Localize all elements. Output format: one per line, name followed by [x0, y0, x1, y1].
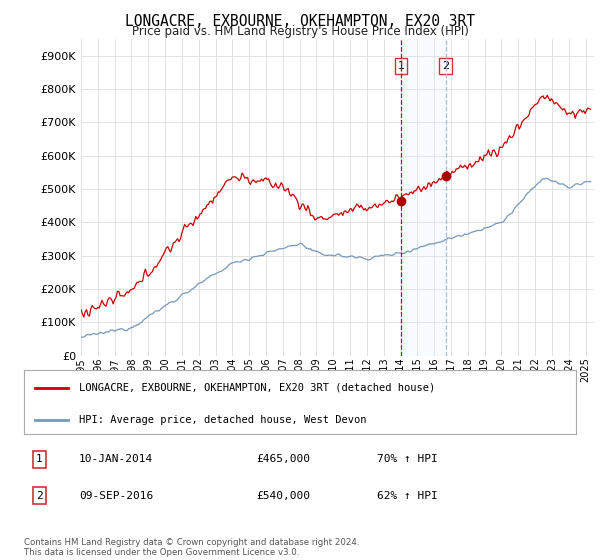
Text: Price paid vs. HM Land Registry's House Price Index (HPI): Price paid vs. HM Land Registry's House … — [131, 25, 469, 38]
Text: HPI: Average price, detached house, West Devon: HPI: Average price, detached house, West… — [79, 415, 367, 425]
Text: 70% ↑ HPI: 70% ↑ HPI — [377, 454, 438, 464]
Text: LONGACRE, EXBOURNE, OKEHAMPTON, EX20 3RT (detached house): LONGACRE, EXBOURNE, OKEHAMPTON, EX20 3RT… — [79, 382, 436, 393]
Text: 09-SEP-2016: 09-SEP-2016 — [79, 491, 154, 501]
Text: LONGACRE, EXBOURNE, OKEHAMPTON, EX20 3RT: LONGACRE, EXBOURNE, OKEHAMPTON, EX20 3RT — [125, 14, 475, 29]
Text: £540,000: £540,000 — [256, 491, 310, 501]
Text: Contains HM Land Registry data © Crown copyright and database right 2024.
This d: Contains HM Land Registry data © Crown c… — [24, 538, 359, 557]
Text: 2: 2 — [36, 491, 43, 501]
Text: 1: 1 — [398, 61, 404, 71]
Bar — [401, 39, 446, 356]
Text: 10-JAN-2014: 10-JAN-2014 — [79, 454, 154, 464]
Text: 2: 2 — [442, 61, 449, 71]
Text: £465,000: £465,000 — [256, 454, 310, 464]
Text: 1: 1 — [36, 454, 43, 464]
Text: 62% ↑ HPI: 62% ↑ HPI — [377, 491, 438, 501]
